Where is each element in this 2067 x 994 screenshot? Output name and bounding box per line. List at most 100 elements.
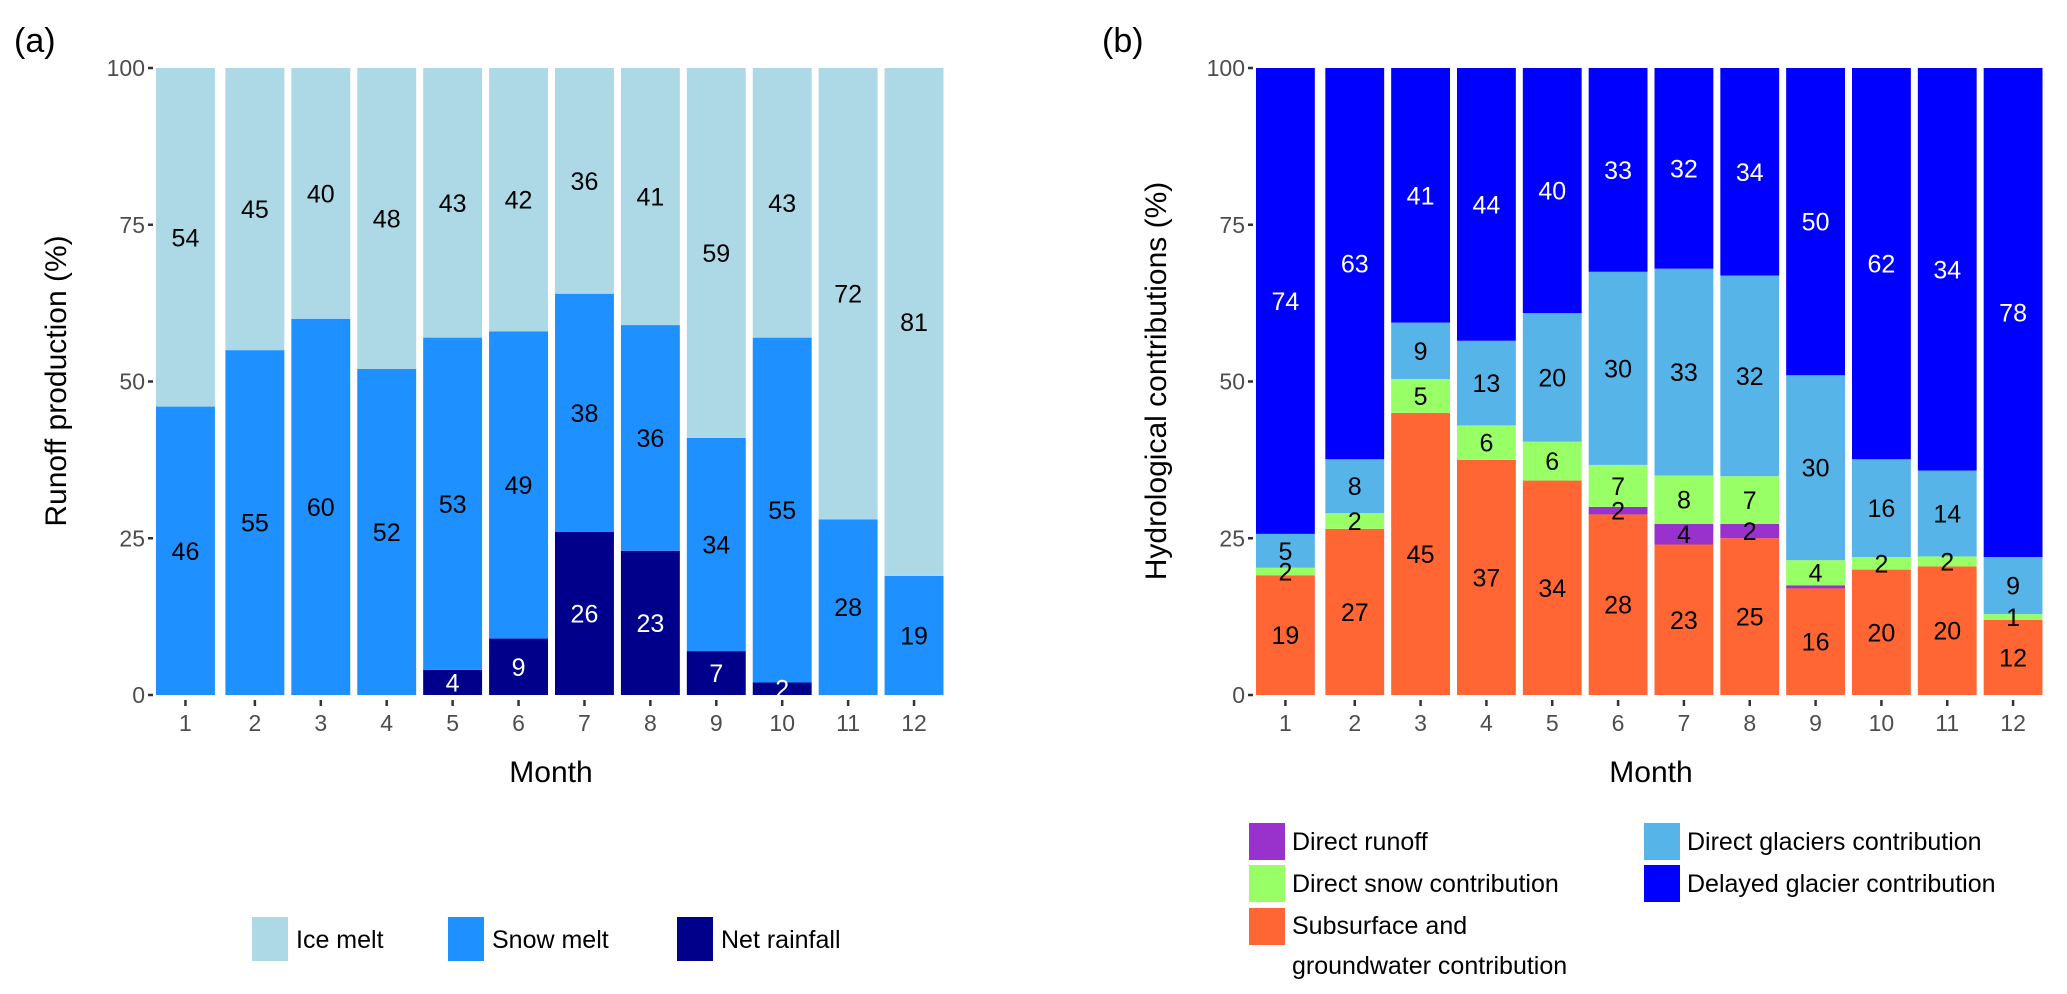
panel-b-tag: (b) <box>1102 22 1144 60</box>
legend-label-ice-melt: Ice melt <box>296 926 384 954</box>
data-label-direct-glaciers-contribution-month-12: 9 <box>2006 573 2020 601</box>
data-label-snow-melt-month-3: 60 <box>307 494 335 522</box>
bar-segment-direct-snow-contribution-month-12 <box>1983 614 2043 620</box>
bar-segment-snow-melt-month-2 <box>225 350 285 695</box>
y-tick-label: 100 <box>1207 55 1245 81</box>
data-label-subsurface-and-groundwater-contribution-month-10: 20 <box>1868 619 1896 647</box>
data-label-net-rainfall-month-7: 26 <box>571 600 599 628</box>
x-tick-label: 2 <box>248 710 261 736</box>
data-label-direct-runoff-month-7: 4 <box>1677 521 1691 549</box>
data-label-direct-snow-contribution-month-10: 2 <box>1874 550 1888 578</box>
bar-segment-delayed-glacier-contribution-month-11 <box>1917 68 1977 471</box>
bar-segment-delayed-glacier-contribution-month-12 <box>1983 68 2043 558</box>
bar-segment-snow-melt-month-5 <box>423 337 483 670</box>
x-tick-label: 5 <box>446 710 459 736</box>
data-label-subsurface-and-groundwater-contribution-month-2: 27 <box>1341 599 1369 627</box>
bar-segment-direct-snow-contribution-month-3 <box>1391 378 1450 413</box>
y-tick-label: 75 <box>1219 212 1245 238</box>
x-tick-label: 6 <box>512 710 525 736</box>
bar-segment-snow-melt-month-12 <box>884 575 944 695</box>
bar-segment-delayed-glacier-contribution-month-4 <box>1457 68 1516 341</box>
legend-label-direct-glaciers: Direct glaciers contribution <box>1687 828 1982 856</box>
y-tick-label: 50 <box>119 369 145 395</box>
bar-segment-direct-snow-contribution-month-11 <box>1917 556 1977 567</box>
y-tick-label: 0 <box>132 682 145 708</box>
x-tick-label: 8 <box>1743 710 1756 736</box>
data-label-direct-snow-contribution-month-3: 5 <box>1414 383 1428 411</box>
y-tick-label: 75 <box>119 212 145 238</box>
bar-segment-ice-melt-month-2 <box>225 68 285 351</box>
bar-segment-subsurface-and-groundwater-contribution-month-9 <box>1786 588 1845 695</box>
bar-segment-net-rainfall-month-8 <box>620 550 680 695</box>
x-tick-label: 8 <box>644 710 657 736</box>
data-label-ice-melt-month-1: 54 <box>172 224 200 252</box>
data-label-snow-melt-month-8: 36 <box>636 425 664 453</box>
bar-segment-net-rainfall-month-6 <box>489 638 548 695</box>
panel-a-runoff-production: (a) 465455456040524845343949422638362336… <box>14 22 944 961</box>
data-label-direct-snow-contribution-month-6: 7 <box>1611 473 1625 501</box>
y-tick-label: 25 <box>1219 525 1245 551</box>
bar-segment-ice-melt-month-10 <box>752 68 812 338</box>
bar-segment-snow-melt-month-4 <box>357 368 417 695</box>
bar-segment-direct-glaciers-contribution-month-7 <box>1654 268 1714 476</box>
bar-segment-direct-glaciers-contribution-month-8 <box>1720 275 1780 477</box>
data-label-direct-glaciers-contribution-month-9: 30 <box>1802 455 1830 483</box>
x-tick-label: 11 <box>1935 710 1959 736</box>
data-label-delayed-glacier-contribution-month-11: 34 <box>1933 256 1961 284</box>
x-tick-label: 9 <box>710 710 723 736</box>
bar-segment-snow-melt-month-11 <box>818 519 878 695</box>
data-label-net-rainfall-month-5: 4 <box>446 669 460 697</box>
data-label-direct-snow-contribution-month-11: 2 <box>1940 548 1954 576</box>
x-tick-label: 3 <box>314 710 327 736</box>
bar-segment-direct-glaciers-contribution-month-12 <box>1983 557 2043 615</box>
data-label-direct-snow-contribution-month-2: 2 <box>1348 508 1362 536</box>
data-label-subsurface-and-groundwater-contribution-month-6: 28 <box>1604 592 1632 620</box>
bar-segment-delayed-glacier-contribution-month-3 <box>1391 68 1450 323</box>
data-label-delayed-glacier-contribution-month-1: 74 <box>1272 288 1300 316</box>
data-label-direct-glaciers-contribution-month-4: 13 <box>1473 370 1501 398</box>
data-label-delayed-glacier-contribution-month-9: 50 <box>1802 209 1830 237</box>
bar-segment-delayed-glacier-contribution-month-6 <box>1588 68 1648 272</box>
legend-label-net-rainfall: Net rainfall <box>721 926 841 954</box>
panel-a-y-axis-title: Runoff production (%) <box>40 235 73 526</box>
bar-segment-delayed-glacier-contribution-month-5 <box>1522 68 1582 314</box>
data-label-direct-runoff-month-8: 2 <box>1743 518 1757 546</box>
legend-label-direct-snow: Direct snow contribution <box>1292 870 1559 898</box>
bar-segment-subsurface-and-groundwater-contribution-month-3 <box>1391 412 1450 695</box>
y-tick-label: 100 <box>107 55 145 81</box>
data-label-direct-snow-contribution-month-5: 6 <box>1545 448 1559 476</box>
bar-segment-delayed-glacier-contribution-month-10 <box>1852 68 1911 460</box>
data-label-direct-snow-contribution-month-9: 4 <box>1809 560 1823 588</box>
bar-segment-net-rainfall-month-5 <box>423 669 483 695</box>
bar-segment-delayed-glacier-contribution-month-1 <box>1256 68 1315 534</box>
panel-b-y-axis: 0 25 50 75 100 <box>1207 55 1253 708</box>
data-label-direct-snow-contribution-month-1: 2 <box>1278 558 1292 586</box>
x-tick-label: 3 <box>1414 710 1427 736</box>
panel-b-x-axis-title: Month <box>1609 756 1692 789</box>
bar-segment-direct-runoff-month-8 <box>1720 523 1780 539</box>
legend-key-subsurface <box>1249 908 1285 945</box>
data-label-direct-snow-contribution-month-7: 8 <box>1677 487 1691 515</box>
data-label-direct-glaciers-contribution-month-6: 30 <box>1604 355 1632 383</box>
legend-key-snow-melt <box>448 917 484 961</box>
data-label-ice-melt-month-2: 45 <box>241 196 269 224</box>
bar-segment-direct-glaciers-contribution-month-4 <box>1457 340 1516 426</box>
bar-segment-direct-snow-contribution-month-9 <box>1786 560 1845 586</box>
bar-segment-subsurface-and-groundwater-contribution-month-4 <box>1457 459 1516 695</box>
data-label-delayed-glacier-contribution-month-3: 41 <box>1407 182 1435 210</box>
data-label-delayed-glacier-contribution-month-5: 40 <box>1538 178 1566 206</box>
data-label-direct-glaciers-contribution-month-8: 32 <box>1736 363 1764 391</box>
data-label-snow-melt-month-6: 49 <box>505 472 533 500</box>
data-label-net-rainfall-month-8: 23 <box>636 610 664 638</box>
data-label-ice-melt-month-10: 43 <box>768 190 796 218</box>
data-label-snow-melt-month-11: 28 <box>834 594 862 622</box>
bar-segment-ice-melt-month-5 <box>423 68 483 338</box>
legend-label-subsurface-line2: groundwater contribution <box>1292 952 1567 980</box>
legend-key-net-rainfall <box>677 917 713 961</box>
bar-segment-subsurface-and-groundwater-contribution-month-7 <box>1654 544 1714 695</box>
data-label-ice-melt-month-6: 42 <box>505 187 533 215</box>
data-label-subsurface-and-groundwater-contribution-month-5: 34 <box>1538 575 1566 603</box>
bar-segment-ice-melt-month-7 <box>555 68 614 294</box>
bar-segment-subsurface-and-groundwater-contribution-month-12 <box>1983 619 2043 695</box>
